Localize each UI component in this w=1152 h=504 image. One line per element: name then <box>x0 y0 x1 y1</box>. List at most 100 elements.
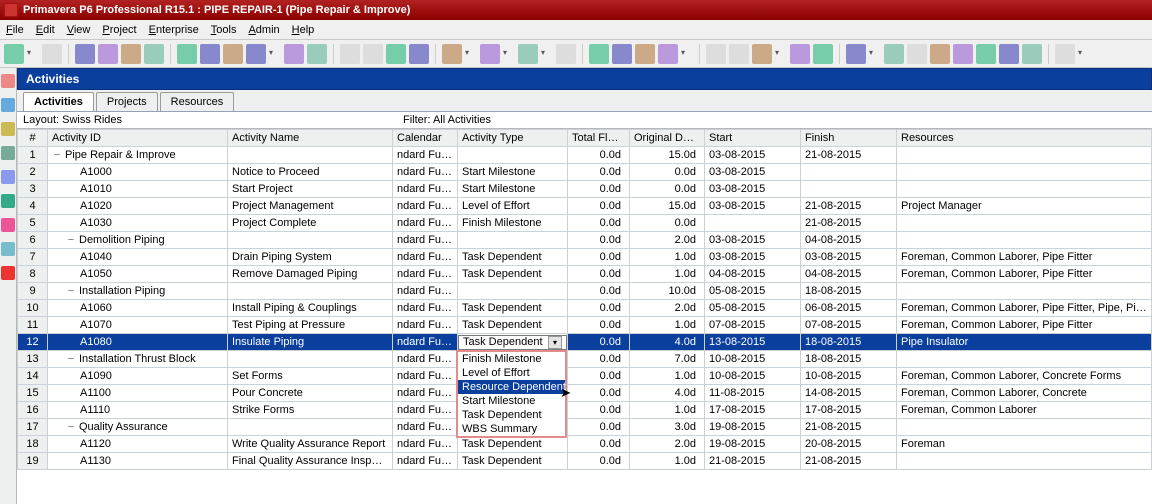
lock-icon[interactable] <box>1 170 15 184</box>
col-header[interactable]: Activity Type <box>458 130 568 147</box>
tool-btn[interactable] <box>246 44 266 64</box>
tool-btn[interactable] <box>480 44 500 64</box>
print-icon[interactable] <box>1 242 15 256</box>
table-row[interactable]: 18A1120Write Quality Assurance Reportnda… <box>18 436 1152 453</box>
col-header[interactable]: Calendar <box>393 130 458 147</box>
dropdown-option[interactable]: Task Dependent <box>458 408 565 422</box>
table-row[interactable]: 5A1030Project Completendard Full TimeFin… <box>18 215 1152 232</box>
table-row[interactable]: 1−Pipe Repair & Improvendard Full Time0.… <box>18 147 1152 164</box>
tool-btn[interactable] <box>999 44 1019 64</box>
tool-btn[interactable] <box>121 44 141 64</box>
tool-btn[interactable] <box>307 44 327 64</box>
filter-label[interactable]: Filter: All Activities <box>397 112 497 128</box>
tool-btn[interactable] <box>752 44 772 64</box>
tool-btn[interactable] <box>589 44 609 64</box>
layout-label[interactable]: Layout: Swiss Rides <box>17 112 397 128</box>
tab-activities[interactable]: Activities <box>23 92 94 111</box>
tool-btn[interactable] <box>976 44 996 64</box>
table-row[interactable]: 13−Installation Thrust Blockndard Full T… <box>18 351 1152 368</box>
calendar-icon[interactable] <box>1 98 15 112</box>
tool-btn[interactable] <box>635 44 655 64</box>
tool-btn[interactable] <box>409 44 429 64</box>
tool-btn[interactable] <box>846 44 866 64</box>
table-row[interactable]: 8A1050Remove Damaged Pipingndard Full Ti… <box>18 266 1152 283</box>
chart-icon[interactable] <box>1 194 15 208</box>
table-row[interactable]: 10A1060Install Piping & Couplingsndard F… <box>18 300 1152 317</box>
table-row[interactable]: 4A1020Project Managementndard Full TimeL… <box>18 198 1152 215</box>
tool-btn[interactable] <box>1022 44 1042 64</box>
col-header[interactable]: # <box>18 130 48 147</box>
menu-help[interactable]: Help <box>292 24 315 36</box>
dropdown-option[interactable]: Finish Milestone <box>458 352 565 366</box>
menu-view[interactable]: View <box>67 24 91 36</box>
tool-btn[interactable] <box>884 44 904 64</box>
table-row[interactable]: 14A1090Set Formsndard Full TimeTask Depe… <box>18 368 1152 385</box>
tool-btn[interactable] <box>729 44 749 64</box>
tool-btn[interactable] <box>42 44 62 64</box>
table-row[interactable]: 11A1070Test Piping at Pressurendard Full… <box>18 317 1152 334</box>
tool-btn[interactable] <box>75 44 95 64</box>
db-icon[interactable] <box>1 74 15 88</box>
table-row[interactable]: 6−Demolition Pipingndard Full Time0.0d2.… <box>18 232 1152 249</box>
table-row[interactable]: 2A1000Notice to Proceedndard Full TimeSt… <box>18 164 1152 181</box>
dropdown-option[interactable]: Resource Dependent <box>458 380 565 394</box>
col-header[interactable]: Activity ID <box>48 130 228 147</box>
tool-btn[interactable] <box>907 44 927 64</box>
alert-icon[interactable] <box>1 266 15 280</box>
dropdown-arrow-icon[interactable]: ▾ <box>548 336 562 349</box>
tool-btn[interactable] <box>442 44 462 64</box>
tool-btn[interactable] <box>223 44 243 64</box>
menu-file[interactable]: File <box>6 24 24 36</box>
tool-btn[interactable] <box>556 44 576 64</box>
flag-icon[interactable] <box>1 122 15 136</box>
tool-btn[interactable] <box>284 44 304 64</box>
activities-table[interactable]: #Activity IDActivity NameCalendarActivit… <box>17 129 1152 470</box>
col-header[interactable]: Original Duration <box>630 130 705 147</box>
tool-btn[interactable] <box>386 44 406 64</box>
table-row[interactable]: 16A1110Strike Formsndard Full TimeTask D… <box>18 402 1152 419</box>
task-icon[interactable] <box>1 146 15 160</box>
tab-row[interactable]: ActivitiesProjectsResources <box>17 90 1152 112</box>
table-row[interactable]: 12A1080Insulate Pipingndard Full TimeTas… <box>18 334 1152 351</box>
menu-admin[interactable]: Admin <box>248 24 279 36</box>
toolbar-row-1[interactable] <box>0 40 1152 68</box>
col-header[interactable]: Resources <box>897 130 1152 147</box>
tool-btn[interactable] <box>953 44 973 64</box>
tool-btn[interactable] <box>706 44 726 64</box>
activity-type-dropdown[interactable]: Finish MilestoneLevel of EffortResource … <box>457 351 566 437</box>
tool-btn[interactable] <box>144 44 164 64</box>
dropdown-option[interactable]: Start Milestone <box>458 394 565 408</box>
tool-btn[interactable] <box>98 44 118 64</box>
tool-btn[interactable] <box>813 44 833 64</box>
tool-btn[interactable] <box>1055 44 1075 64</box>
menu-project[interactable]: Project <box>102 24 136 36</box>
menu-enterprise[interactable]: Enterprise <box>149 24 199 36</box>
col-header[interactable]: Activity Name <box>228 130 393 147</box>
menu-bar[interactable]: File Edit View Project Enterprise Tools Admin H… <box>0 20 1152 40</box>
tool-btn[interactable] <box>658 44 678 64</box>
tool-dd[interactable] <box>27 44 39 64</box>
tool-btn[interactable] <box>177 44 197 64</box>
tab-resources[interactable]: Resources <box>160 92 235 111</box>
col-header[interactable]: Start <box>705 130 801 147</box>
tool-btn[interactable] <box>4 44 24 64</box>
table-row[interactable]: 15A1100Pour Concretendard Full TimeTask … <box>18 385 1152 402</box>
dropdown-option[interactable]: WBS Summary <box>458 422 565 436</box>
tool-btn[interactable] <box>518 44 538 64</box>
tool-btn[interactable] <box>340 44 360 64</box>
col-header[interactable]: Finish <box>801 130 897 147</box>
dropdown-option[interactable]: Level of Effort <box>458 366 565 380</box>
tool-btn[interactable] <box>612 44 632 64</box>
col-header[interactable]: Total Float <box>568 130 630 147</box>
menu-edit[interactable]: Edit <box>36 24 55 36</box>
table-row[interactable]: 17−Quality Assurancendard Full Time0.0d3… <box>18 419 1152 436</box>
tool-btn[interactable] <box>930 44 950 64</box>
table-row[interactable]: 19A1130Final Quality Assurance Inspectio… <box>18 453 1152 470</box>
tool-btn[interactable] <box>200 44 220 64</box>
left-toolbar[interactable] <box>0 68 17 504</box>
menu-tools[interactable]: Tools <box>211 24 237 36</box>
table-row[interactable]: 7A1040Drain Piping Systemndard Full Time… <box>18 249 1152 266</box>
note-icon[interactable] <box>1 218 15 232</box>
table-row[interactable]: 9−Installation Pipingndard Full Time0.0d… <box>18 283 1152 300</box>
table-row[interactable]: 3A1010Start Projectndard Full TimeStart … <box>18 181 1152 198</box>
